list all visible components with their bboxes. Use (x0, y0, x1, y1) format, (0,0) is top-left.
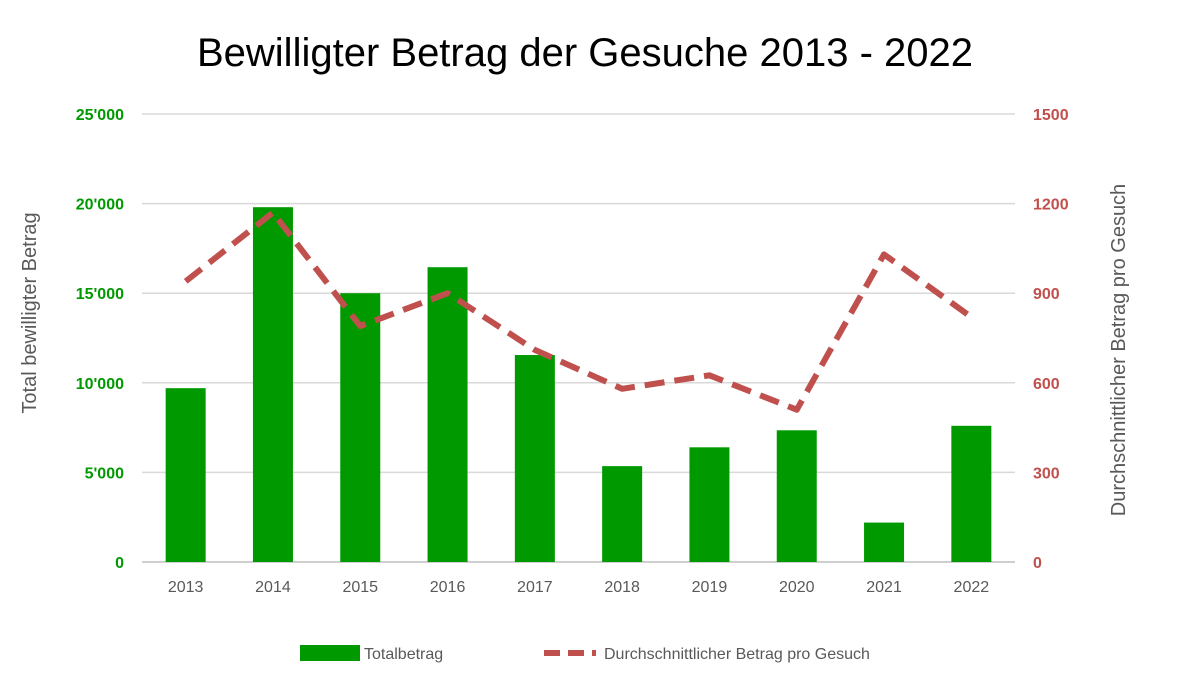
bar (689, 447, 730, 562)
legend-label-line: Durchschnittlicher Betrag pro Gesuch (604, 646, 870, 663)
bar (951, 425, 992, 562)
x-tick-label: 2019 (692, 579, 728, 596)
right-tick-label: 300 (1033, 465, 1060, 482)
average-line (183, 209, 974, 413)
x-tick-label: 2015 (342, 579, 378, 596)
bar-series (165, 207, 992, 562)
x-tick-label: 2017 (517, 579, 553, 596)
line-series (183, 209, 974, 413)
right-tick-label: 0 (1033, 555, 1042, 572)
bar (776, 430, 817, 562)
x-tick-label: 2022 (954, 579, 990, 596)
bar (165, 388, 206, 562)
right-tick-label: 1500 (1033, 107, 1069, 124)
bar (427, 267, 468, 562)
chart-title: Bewilligter Betrag der Gesuche 2013 - 20… (197, 31, 973, 75)
right-axis-ticks: 0 300 600 900 1200 1500 (1033, 107, 1069, 572)
left-axis-ticks: 0 5'000 10'000 15'000 20'000 25'000 (76, 107, 124, 572)
x-tick-label: 2018 (604, 579, 640, 596)
left-tick-label: 10'000 (76, 376, 124, 393)
x-axis-ticks: 2013 2014 2015 2016 2017 2018 2019 2020 2021 2022 (168, 579, 989, 596)
right-tick-label: 600 (1033, 376, 1060, 393)
bar (252, 207, 293, 562)
left-tick-label: 15'000 (76, 286, 124, 303)
bar (514, 355, 555, 562)
bar (602, 466, 643, 562)
left-tick-label: 5'000 (85, 465, 125, 482)
bar (340, 293, 381, 562)
legend-swatch-bars (300, 645, 360, 661)
right-axis-title: Durchschnittlicher Betrag pro Gesuch (1108, 184, 1130, 516)
bar (864, 522, 905, 562)
legend-label-bars: Totalbetrag (364, 646, 443, 663)
x-tick-label: 2016 (430, 579, 466, 596)
right-tick-label: 1200 (1033, 197, 1069, 214)
left-tick-label: 20'000 (76, 197, 124, 214)
x-tick-label: 2014 (255, 579, 291, 596)
legend: Totalbetrag Durchschnittlicher Betrag pr… (300, 645, 870, 663)
x-tick-label: 2021 (866, 579, 902, 596)
left-tick-label: 0 (115, 555, 124, 572)
x-tick-label: 2013 (168, 579, 204, 596)
left-axis-title: Total bewilligter Betrag (19, 212, 41, 413)
left-tick-label: 25'000 (76, 107, 124, 124)
x-tick-label: 2020 (779, 579, 815, 596)
right-tick-label: 900 (1033, 286, 1060, 303)
